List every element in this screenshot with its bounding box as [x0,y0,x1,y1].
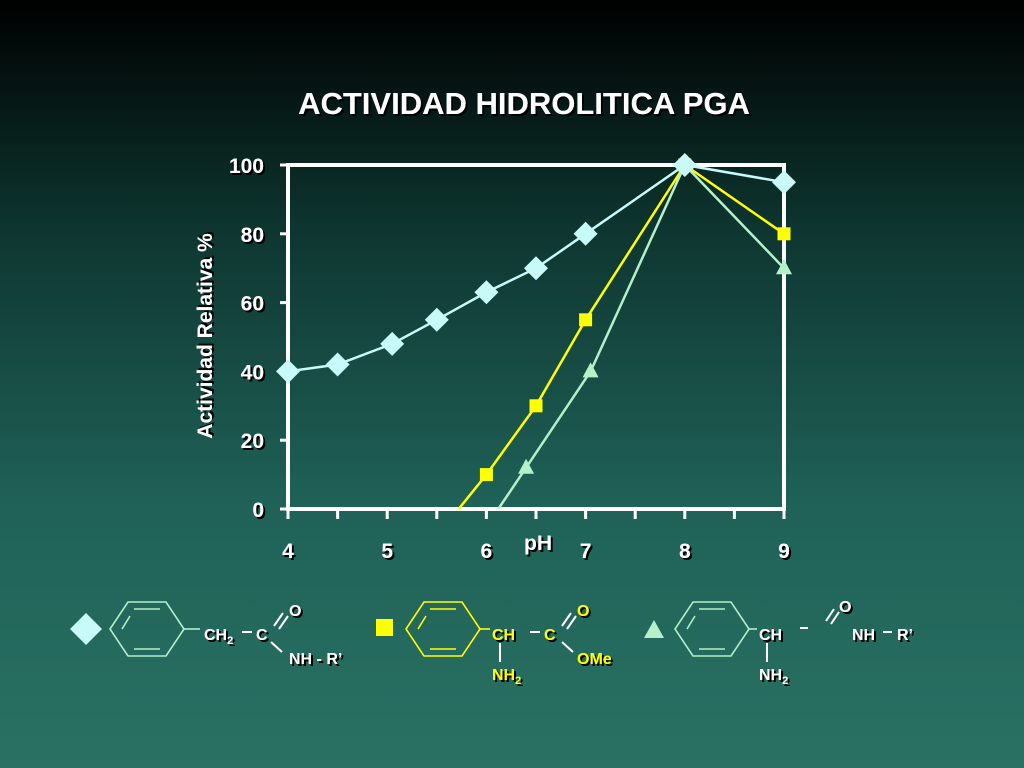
x-tick-label: 5 [381,540,393,563]
y-axis-ticks: 0 20 40 60 80 100 [229,155,288,522]
data-point-square [579,313,593,327]
series-line-triangle [497,162,785,510]
ome-label: OMe [577,651,612,668]
chart-axes [286,163,786,511]
o-label: O [839,599,851,616]
series-markers [276,153,796,482]
bonds [499,612,577,662]
y-tick-label: 100 [229,155,264,178]
c-label: C [256,627,268,644]
o-label: O [289,603,301,620]
x-tick-label: 9 [778,540,790,563]
data-point-triangle [776,259,792,275]
legend-square-marker [376,619,393,636]
data-point-diamond [276,359,300,384]
data-point-square [479,468,493,482]
structure-square: CH C O OMe NH2 [376,601,612,687]
data-point-diamond [573,221,598,246]
c-label: C [544,627,556,644]
benzene-ring-icon [405,601,490,657]
legend-triangle-marker [644,620,664,638]
bonds [766,608,892,662]
ch-label: CH [492,627,515,644]
data-point-diamond [325,352,350,377]
data-point-diamond [424,307,449,332]
structure-diamond: CH2 C O NH - R’ [70,601,342,668]
chart-title: ACTIVIDAD HIDROLITICA PGA [298,86,750,121]
x-tick-label: 4 [282,540,294,563]
nh2-label: NH2 [759,667,788,687]
x-axis-label: pH [524,532,552,555]
series-lines [287,162,785,510]
nh2-label: NH2 [492,667,521,687]
data-point-diamond [524,256,548,281]
benzene-ring-icon [674,601,757,657]
structure-legend: CH2 C O NH - R’ CH C O [70,599,913,687]
y-tick-label: 40 [241,361,264,384]
data-point-triangle [518,458,535,474]
y-tick-label: 80 [241,224,264,247]
data-point-diamond [772,170,796,195]
data-point-diamond [474,280,499,305]
benzene-ring-icon [109,601,200,657]
r-label: R’ [897,627,913,644]
x-axis-ticks: 4 5 6 7 8 9 [282,509,790,563]
y-tick-label: 20 [241,430,264,453]
x-tick-label: 7 [580,540,592,563]
data-point-square [529,399,543,413]
nh-label: NH [852,627,875,644]
nh-r-label: NH - R’ [289,651,342,668]
ch2-label: CH2 [204,627,233,647]
data-point-triangle [582,362,599,378]
data-point-diamond [672,153,697,177]
x-tick-label: 8 [679,540,691,563]
data-point-diamond [380,331,405,356]
ch-label: CH [759,627,782,644]
legend-diamond-marker [70,613,102,645]
structure-triangle: CH O NH R’ NH2 [644,599,913,687]
bonds [242,612,289,653]
plot-frame [286,163,786,511]
data-point-square [777,227,791,241]
y-axis-label: Actividad Relativa % [194,233,217,439]
x-tick-label: 6 [481,540,493,563]
y-tick-label: 60 [241,293,264,316]
o-label: O [577,603,589,620]
y-tick-label: 0 [252,499,264,522]
